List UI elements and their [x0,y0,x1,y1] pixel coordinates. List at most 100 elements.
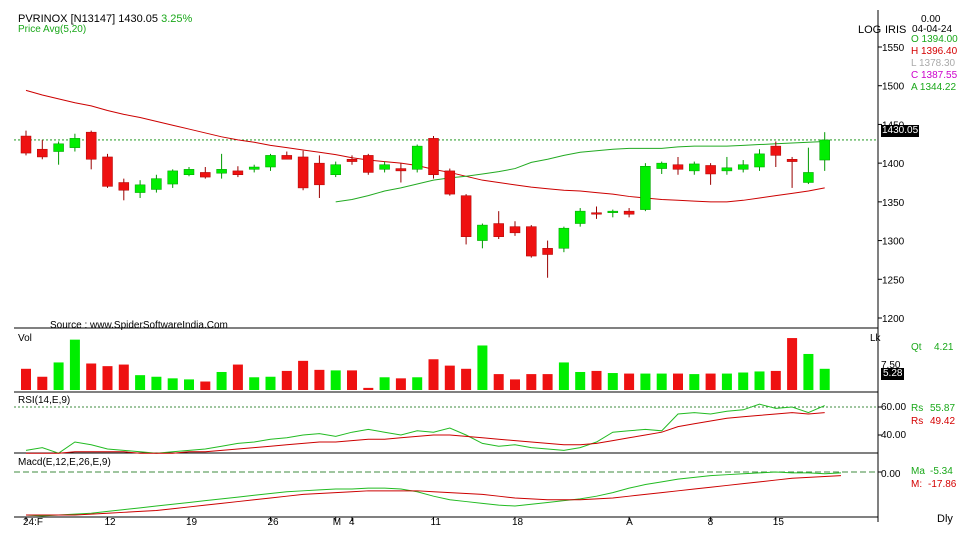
rsi-panel [14,403,882,454]
candle-body [183,169,195,176]
x-tick-label: 12 [105,517,117,528]
x-tick-label: 11 [431,517,442,528]
volume-bar [200,381,211,390]
volume-bar [656,373,667,390]
x-tick-label: 4 [349,517,355,528]
volume-bar [281,370,292,390]
symbol-label: PVRINOX [N13147] [18,13,116,25]
candle-body [672,164,684,170]
candle [574,208,586,227]
x-tick-label: 18 [512,517,524,528]
price-tick-label: 1550 [882,43,905,54]
candle [721,156,733,175]
volume-tick: 7.50 [881,360,901,371]
x-tick-label: 8 [708,517,714,528]
volume-bar [69,339,80,390]
candle [20,130,32,156]
candle-body [754,153,765,168]
candle [200,167,211,179]
candle-body [20,135,32,154]
candle-body [819,139,830,161]
candle-body [216,169,227,174]
candle [395,163,407,183]
volume-bar [53,362,64,390]
candle-body [656,162,667,169]
candle [477,223,488,249]
candle [102,153,113,188]
candle [803,147,814,185]
candle-body [428,138,439,176]
candle-body [118,182,130,191]
iris-label[interactable]: IRIS [885,24,907,36]
volume-bar [493,374,504,390]
top-value: 0.00 [921,14,941,25]
chart-frame [14,10,879,522]
candle [85,130,97,170]
candle [151,174,162,193]
rsi-line [25,403,825,454]
candle-body [346,159,358,162]
volume-bar [102,366,113,390]
price-tick-label: 1350 [882,198,905,209]
date-readout: 04-04-24 [912,24,953,35]
macd-panel [14,471,882,517]
candle-body [705,165,716,175]
candle [216,153,227,179]
candle [444,168,456,196]
low-readout: L 1378.30 [911,58,956,69]
x-axis: 24:F 12 19 26 M 4 11 18 A 8 15 [23,517,784,528]
candle-body [737,164,749,170]
candle-body [460,195,472,237]
candle-body [607,210,619,213]
rsi-rs2-value: 49.42 [930,416,956,427]
source-credit: Source : www.SpiderSoftwareIndia.Com [50,320,228,331]
candle-body [314,162,325,186]
volume-bar [395,378,406,390]
candle [558,226,570,253]
volume-bar [151,376,162,390]
candle-body [379,164,390,170]
period-label[interactable]: Dly [937,513,953,525]
candle-body [151,178,162,190]
price-tick-label: 1500 [882,82,905,93]
rsi-tick-40: 40.00 [881,430,907,441]
macd-ma-value: -5.34 [930,466,953,477]
volume-bar [705,373,716,390]
volume-bar [558,362,569,390]
volume-last-tag: 5.28 [881,368,905,380]
candle [640,163,651,212]
price-tick-label: 1200 [882,314,905,325]
volume-bar [803,353,814,390]
candle-body [803,172,814,183]
candle [672,156,684,175]
candle-body [265,155,276,168]
volume-bar [347,370,357,390]
rsi-rs1-label: Rs [911,403,924,414]
rsi-rs1-value: 55.87 [930,403,956,414]
volume-bar [738,372,749,390]
candle-body [69,138,81,148]
candle-body [281,155,293,160]
volume-bar [461,368,472,390]
x-tick-label: 26 [268,517,280,528]
candle-body [786,159,798,162]
candle [623,208,635,218]
volume-label: Vol [18,333,32,344]
price-panel: 15501500145014001350130012501200 [14,43,905,325]
volume-bar [135,375,146,390]
rsi-rs2-label: Rs [911,416,924,427]
volume-unit: Lk [870,333,881,344]
qt-label: Qt [911,342,922,353]
candle [183,167,195,177]
log-label[interactable]: LOG [858,24,882,36]
volume-bar [819,368,830,390]
last-price: 1430.05 [118,13,159,25]
open-readout: O 1394.00 [911,34,958,45]
candle-body [134,184,146,193]
volume-bar [265,376,276,390]
ma-label: Price Avg(5,20) [18,24,87,35]
candle [248,164,260,173]
macd-signal-line [26,475,842,516]
volume-bar [640,373,651,390]
candle [786,156,798,188]
